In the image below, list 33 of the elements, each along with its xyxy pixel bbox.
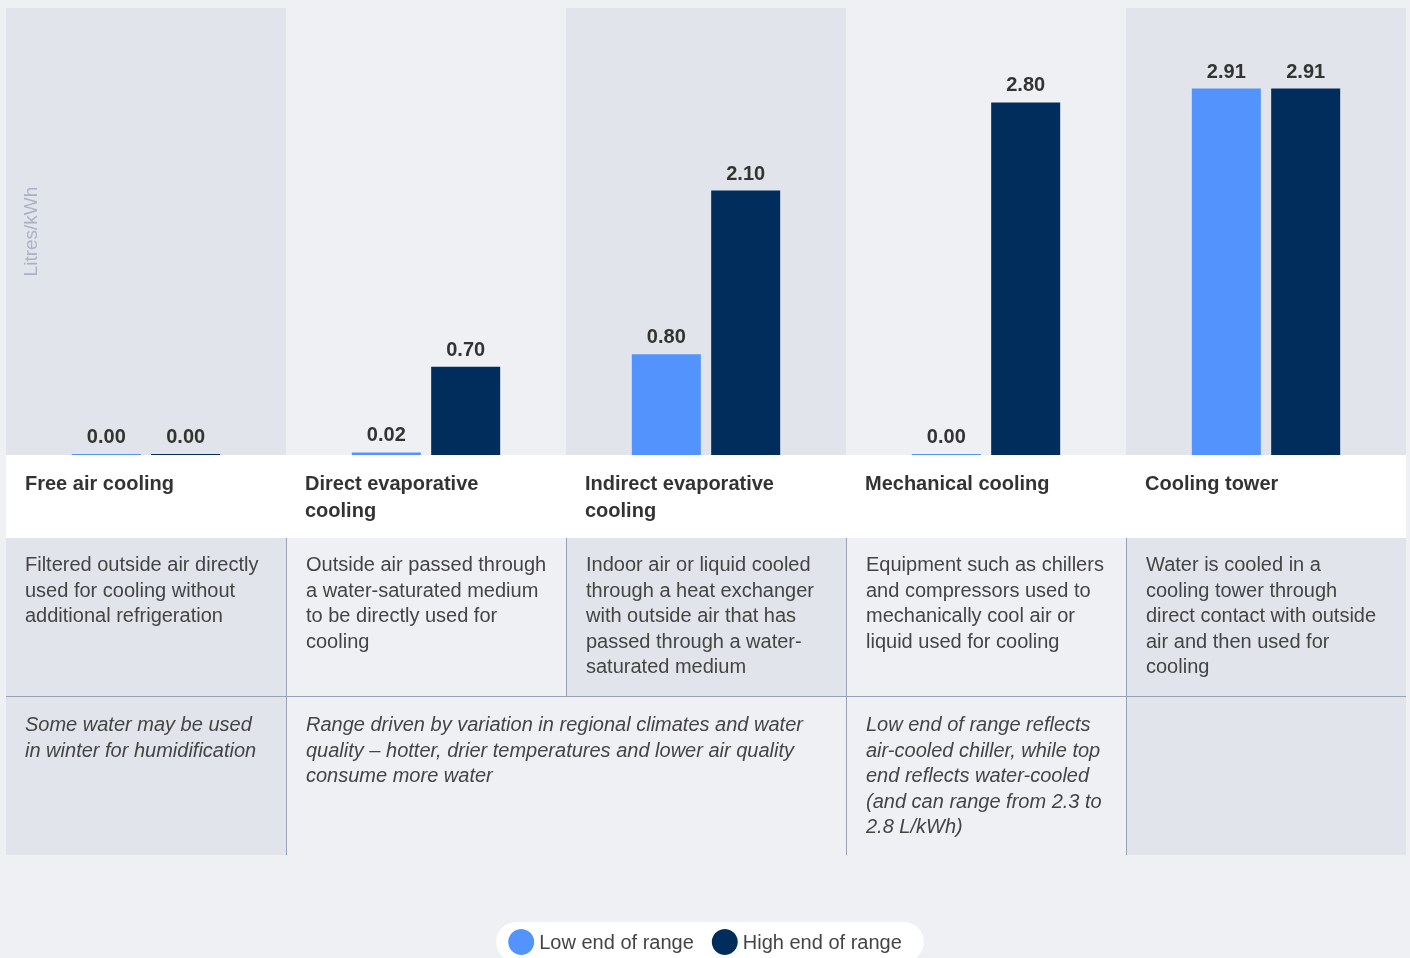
x-tick-label: Indirect evaporative cooling <box>566 455 846 538</box>
data-label: 2.80 <box>1006 73 1046 96</box>
bar <box>1271 88 1341 455</box>
legend-label: High end of range <box>742 931 902 953</box>
data-label: 2.91 <box>1206 59 1246 82</box>
text: Low end of range reflects air-cooled chiller, while top end reflects water-cooled (and can range from 2.3 to 2.8 L/kWh) <box>846 697 1126 855</box>
text: Outside air passed through a water-saturated medium to be directly used for cooling <box>286 538 566 697</box>
text: Equipment such as chillers and compressors used to mechanically cool air or liquid used for cooling <box>846 538 1126 697</box>
text: Indoor air or liquid cooled through a heat exchanger with outside air that has passed through a water-saturated medium <box>566 538 846 697</box>
x-tick-label: Free air cooling <box>6 455 286 538</box>
text: Some water may be used in winter for humidification <box>24 712 258 763</box>
bar <box>711 190 781 455</box>
text: Water is cooled in a cooling tower through direct contact with outside air and then used for cooling <box>1126 538 1406 697</box>
bar <box>991 102 1061 455</box>
text: Range driven by variation in regional climates and water quality – hotter, drier temperatures and lower air quality consume more water <box>286 697 846 855</box>
legend-label: Low end of range <box>539 931 694 953</box>
data-label: 0.00 <box>926 425 966 447</box>
data-label: 0.00 <box>86 425 126 447</box>
data-label: 0.80 <box>646 325 686 348</box>
data-label: 0.00 <box>166 425 206 447</box>
data-label: 0.70 <box>446 337 486 360</box>
x-tick-label: Direct evaporative cooling <box>286 455 566 538</box>
bar <box>351 452 421 455</box>
data-label: 0.02 <box>366 423 406 446</box>
bar <box>631 354 701 455</box>
bar <box>1191 88 1261 455</box>
data-label: 2.10 <box>726 161 766 184</box>
text: Filtered outside air directly used for cooling without additional refrigeration <box>6 538 286 697</box>
y-axis-title: Litres/kWh <box>20 186 41 277</box>
x-tick-label: Mechanical cooling <box>846 455 1126 538</box>
x-tick-label: Cooling tower <box>1126 455 1406 538</box>
bar <box>431 366 501 455</box>
data-label: 2.91 <box>1286 59 1326 82</box>
